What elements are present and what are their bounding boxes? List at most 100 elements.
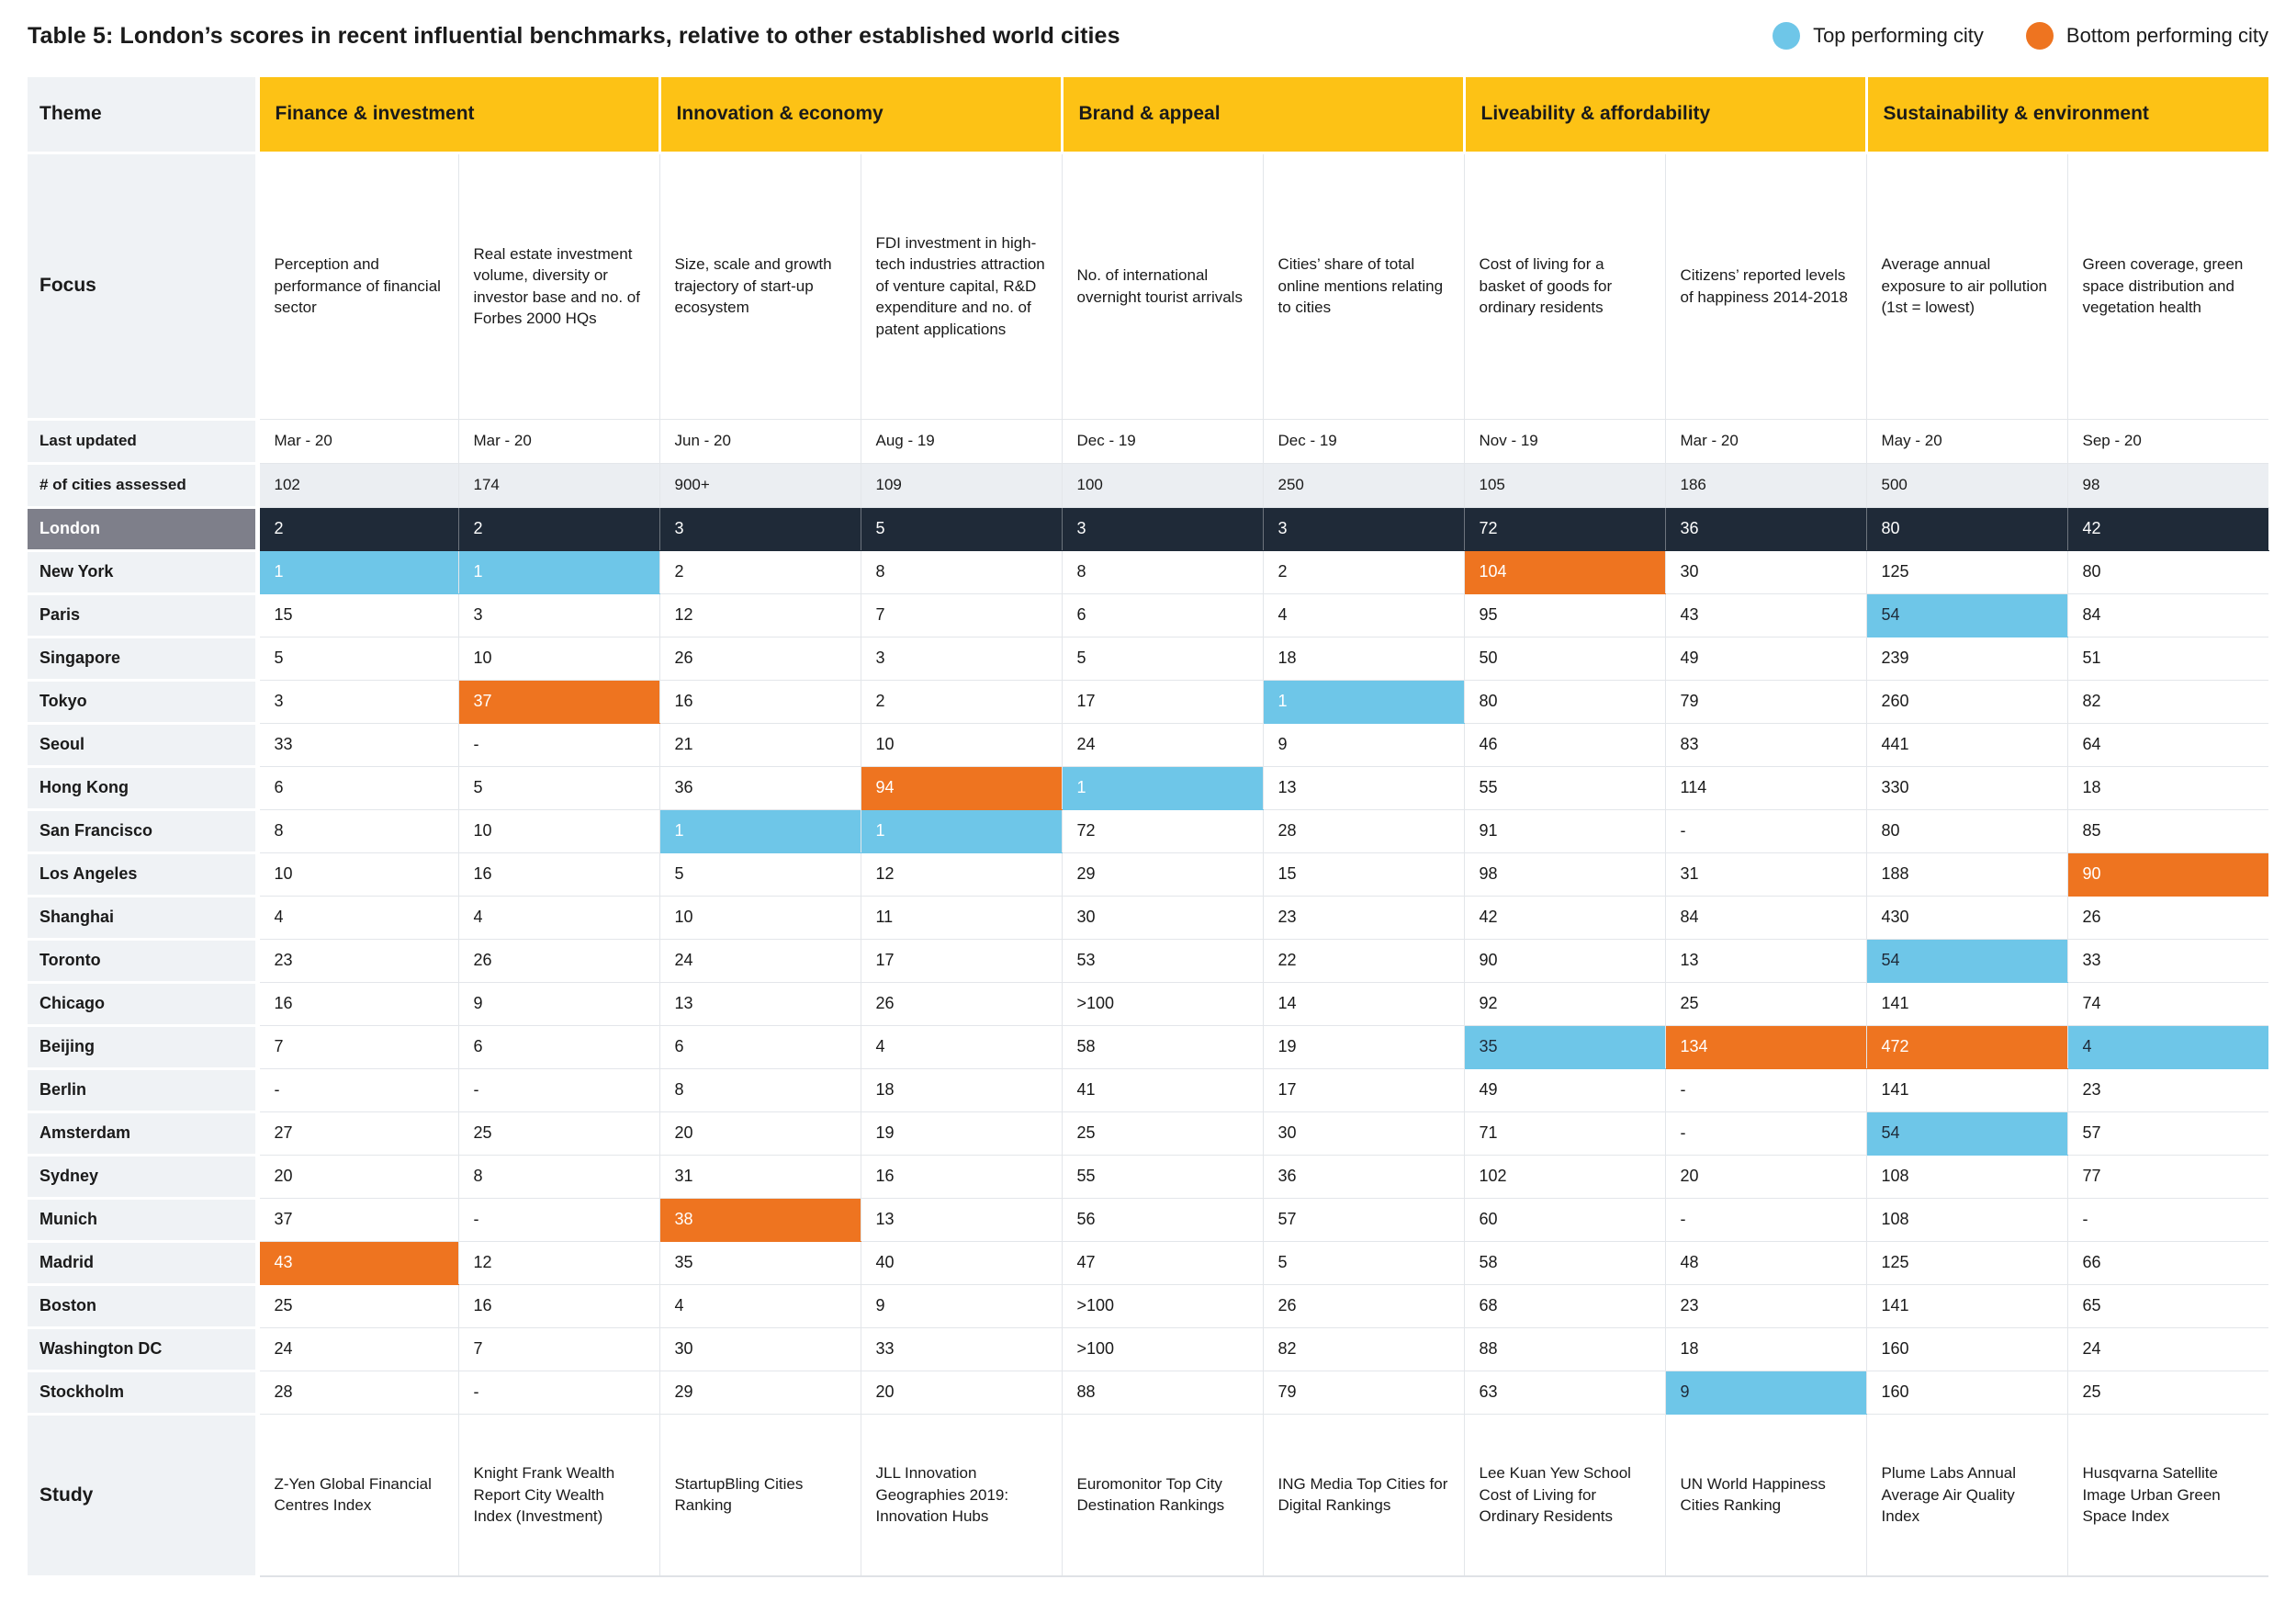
score-cell: 80: [1866, 809, 2068, 853]
score-cell: 16: [659, 680, 861, 724]
score-cell: 65: [2067, 1284, 2269, 1328]
score-cell: 41: [1062, 1068, 1264, 1112]
table-row: Munich 37-38 13 56 57 60-108-: [28, 1198, 2269, 1243]
study-cell: Lee Kuan Yew School Cost of Living for O…: [1464, 1414, 1666, 1577]
score-cell: 13: [1665, 939, 1867, 983]
score-cell: 25: [1665, 982, 1867, 1026]
score-cell: 20: [1665, 1155, 1867, 1199]
study-row-label: Study: [28, 1414, 260, 1578]
last-updated-cell: Sep - 20: [2067, 419, 2269, 464]
score-cell: 19: [861, 1111, 1063, 1156]
score-cell: 30: [1062, 896, 1264, 940]
score-cell-top-performing: 4: [2067, 1025, 2269, 1069]
city-label: Washington DC: [28, 1327, 260, 1372]
top-performing-swatch-icon: [1773, 22, 1801, 50]
score-cell: 82: [1263, 1327, 1465, 1371]
score-cell: 31: [1665, 852, 1867, 897]
score-cell: 30: [1263, 1111, 1465, 1156]
last-updated-cell: Aug - 19: [861, 419, 1063, 464]
city-label: Singapore: [28, 637, 260, 682]
score-cell: 26: [458, 939, 660, 983]
score-cell: 26: [861, 982, 1063, 1026]
score-cell: 33: [257, 723, 459, 767]
table-row: Madrid 43 12 35 40 47 5 58 48 125 66: [28, 1241, 2269, 1286]
score-cell: 4: [659, 1284, 861, 1328]
score-cell: 188: [1866, 852, 2068, 897]
score-cell: 56: [1062, 1198, 1264, 1242]
score-cell: 64: [2067, 723, 2269, 767]
city-label: Munich: [28, 1198, 260, 1243]
score-cell: 29: [1062, 852, 1264, 897]
score-cell: 4: [458, 896, 660, 940]
score-cell: 15: [1263, 852, 1465, 897]
score-cell: 49: [1665, 637, 1867, 681]
table-row: Washington DC 24 7 30 33 >100 82 88 18 160 24: [28, 1327, 2269, 1372]
score-cell: 36: [1665, 507, 1867, 551]
score-cell: 16: [257, 982, 459, 1026]
cities-assessed-cell: 102: [257, 463, 459, 508]
score-cell: 17: [1062, 680, 1264, 724]
score-cell: 6: [257, 766, 459, 810]
city-label: Toronto: [28, 939, 260, 984]
score-cell: 26: [1263, 1284, 1465, 1328]
score-cell: 141: [1866, 982, 2068, 1026]
table-row: London 2 2 3 5 3 3 72 36 80 42: [28, 507, 2269, 552]
score-cell: 29: [659, 1371, 861, 1415]
score-cell: 10: [458, 637, 660, 681]
score-cell: 430: [1866, 896, 2068, 940]
city-label: San Francisco: [28, 809, 260, 854]
focus-cell: Size, scale and growth trajectory of sta…: [659, 152, 861, 420]
study-cell: StartupBling Cities Ranking: [659, 1414, 861, 1577]
score-cell: 26: [2067, 896, 2269, 940]
score-cell: 80: [2067, 550, 2269, 594]
score-cell: 95: [1464, 593, 1666, 637]
score-cell-top-performing: 35: [1464, 1025, 1666, 1069]
score-cell: 24: [257, 1327, 459, 1371]
score-cell: 18: [2067, 766, 2269, 810]
score-cell: 13: [861, 1198, 1063, 1242]
score-cell: -: [458, 1198, 660, 1242]
score-cell: 13: [659, 982, 861, 1026]
score-cell: 83: [1665, 723, 1867, 767]
theme-header: Liveability & affordability: [1462, 77, 1867, 154]
table-row: Seoul 33-21 10 24 9 46 83 441 64: [28, 723, 2269, 768]
score-cell: 72: [1062, 809, 1264, 853]
city-label: Los Angeles: [28, 852, 260, 897]
table-row: Tokyo 3 37 16 2 17 1 80 79 260 82: [28, 680, 2269, 725]
score-cell-top-performing: 1: [458, 550, 660, 594]
focus-cell: Perception and performance of financial …: [257, 152, 459, 420]
score-cell: 80: [1866, 507, 2068, 551]
study-cell: UN World Happiness Cities Ranking: [1665, 1414, 1867, 1577]
score-cell: 25: [458, 1111, 660, 1156]
study-cell: Plume Labs Annual Average Air Quality In…: [1866, 1414, 2068, 1577]
score-cell: 37: [257, 1198, 459, 1242]
score-cell: 77: [2067, 1155, 2269, 1199]
score-cell: 160: [1866, 1327, 2068, 1371]
score-cell: -: [1665, 1198, 1867, 1242]
study-cell: Z-Yen Global Financial Centres Index: [257, 1414, 459, 1577]
score-cell: 2: [458, 507, 660, 551]
focus-cell: Average annual exposure to air pollution…: [1866, 152, 2068, 420]
score-cell: 11: [861, 896, 1063, 940]
table-row: Chicago 16 9 13 26 >100 14 92 25 141 74: [28, 982, 2269, 1027]
score-cell: 30: [1665, 550, 1867, 594]
score-cell: -: [257, 1068, 459, 1112]
legend-label: Top performing city: [1813, 24, 1984, 47]
score-cell: 40: [861, 1241, 1063, 1285]
benchmark-table-body: Theme Finance & investment Innovation & ec…: [28, 77, 2269, 1578]
score-cell-top-performing: 9: [1665, 1371, 1867, 1415]
score-cell: 2: [861, 680, 1063, 724]
score-cell: 3: [861, 637, 1063, 681]
score-cell: 20: [861, 1371, 1063, 1415]
score-cell: 7: [861, 593, 1063, 637]
score-cell-top-performing: 1: [1263, 680, 1465, 724]
city-label: Tokyo: [28, 680, 260, 725]
score-cell-top-performing: 54: [1866, 593, 2068, 637]
score-cell: 63: [1464, 1371, 1666, 1415]
score-cell: -: [458, 1068, 660, 1112]
table-row: Amsterdam 27 25 20 19 25 30 71-54 57: [28, 1111, 2269, 1156]
score-cell: 10: [257, 852, 459, 897]
score-cell: 74: [2067, 982, 2269, 1026]
score-cell: 14: [1263, 982, 1465, 1026]
score-cell: 58: [1062, 1025, 1264, 1069]
